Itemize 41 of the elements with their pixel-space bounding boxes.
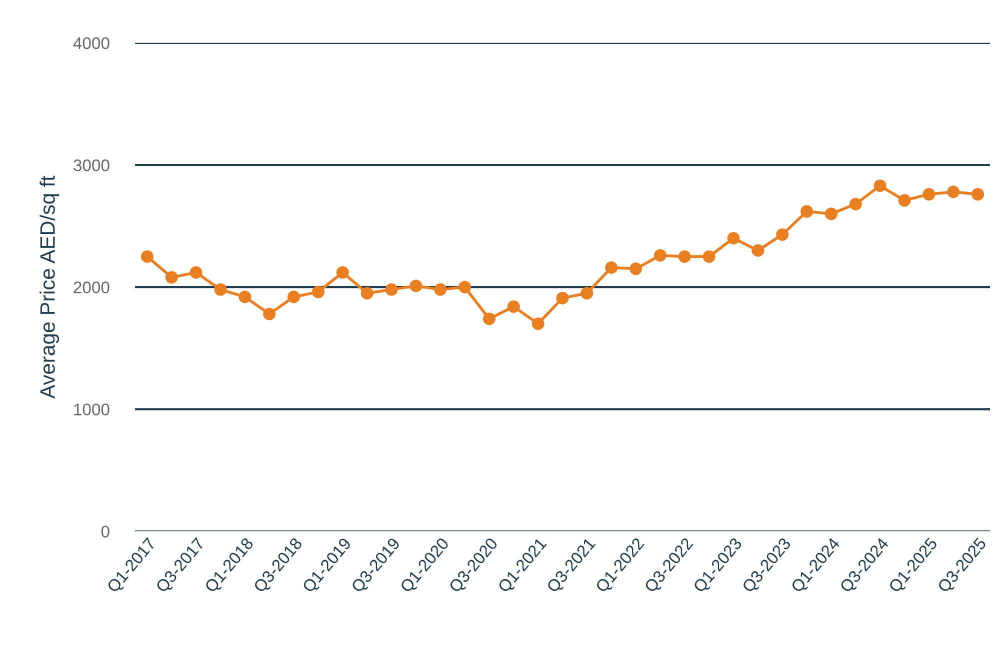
y-tick-label: 1000 [74,404,110,416]
point [752,244,764,257]
point [507,300,520,313]
point [824,208,838,220]
y-axis-title: Average Price AED/sq ft [40,176,60,399]
point [312,286,324,298]
point [727,232,740,245]
point [385,283,398,296]
point [947,186,960,198]
point [874,180,886,192]
point [214,283,227,296]
y-tick-label: 0 [101,526,110,538]
point [238,290,252,304]
point [630,262,642,276]
point [922,188,936,201]
point [702,250,716,263]
point [410,280,422,292]
y-tick-label: 3000 [74,159,110,172]
point [263,308,276,320]
point [190,266,202,279]
point [434,283,447,296]
point [776,228,789,241]
point [336,266,349,279]
point [654,249,666,262]
point [360,286,374,300]
point [140,250,154,263]
point [972,188,984,201]
y-tick-label: 4000 [73,37,110,50]
point [678,250,691,263]
y-tick-label: 2000 [74,282,110,294]
point [532,317,544,330]
point [482,312,496,326]
point [898,194,911,207]
point [605,261,618,274]
point [288,290,300,304]
point [580,286,594,300]
point [849,198,862,210]
point [458,280,472,294]
point [800,205,814,218]
point [556,292,569,304]
point [165,271,178,284]
